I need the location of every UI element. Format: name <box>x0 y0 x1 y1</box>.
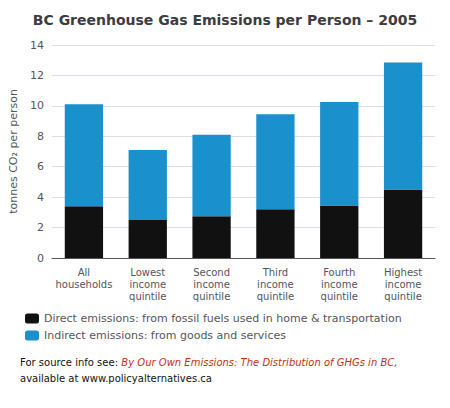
svg-text:Second: Second <box>193 267 230 278</box>
svg-text:10: 10 <box>30 99 44 112</box>
svg-text:income: income <box>129 279 166 290</box>
svg-text:quintile: quintile <box>193 291 230 302</box>
svg-text:6: 6 <box>37 160 44 173</box>
svg-text:Lowest: Lowest <box>130 267 165 278</box>
svg-text:4: 4 <box>37 191 44 204</box>
svg-text:quintile: quintile <box>129 291 166 302</box>
svg-text:BC Greenhouse Gas Emissions pe: BC Greenhouse Gas Emissions per Person –… <box>33 12 417 28</box>
svg-text:available at www.policyalterna: available at www.policyalternatives.ca <box>20 373 212 384</box>
svg-text:Indirect emissions: from goods: Indirect emissions: from goods and servi… <box>44 329 286 342</box>
svg-text:income: income <box>321 279 358 290</box>
svg-text:0: 0 <box>37 252 44 265</box>
svg-text:Fourth: Fourth <box>323 267 355 278</box>
svg-text:2: 2 <box>37 221 44 234</box>
svg-text:All: All <box>78 267 90 278</box>
svg-text:14: 14 <box>30 39 44 52</box>
svg-text:8: 8 <box>37 130 44 143</box>
svg-text:Direct emissions: from fossil: Direct emissions: from fossil fuels used… <box>44 312 402 325</box>
svg-text:Highest: Highest <box>384 267 422 278</box>
svg-text:households: households <box>55 279 112 290</box>
svg-text:tonnes CO₂ per person: tonnes CO₂ per person <box>7 89 20 214</box>
svg-text:quintile: quintile <box>384 291 421 302</box>
svg-text:income: income <box>385 279 422 290</box>
svg-text:income: income <box>257 279 294 290</box>
svg-text:12: 12 <box>30 69 44 82</box>
svg-text:quintile: quintile <box>321 291 358 302</box>
svg-text:By Our Own Emissions: The Dist: By Our Own Emissions: The Distribution o… <box>121 357 397 368</box>
svg-text:quintile: quintile <box>257 291 294 302</box>
svg-text:For source info see:: For source info see: <box>20 357 118 368</box>
svg-text:Third: Third <box>262 267 289 278</box>
svg-text:income: income <box>193 279 230 290</box>
